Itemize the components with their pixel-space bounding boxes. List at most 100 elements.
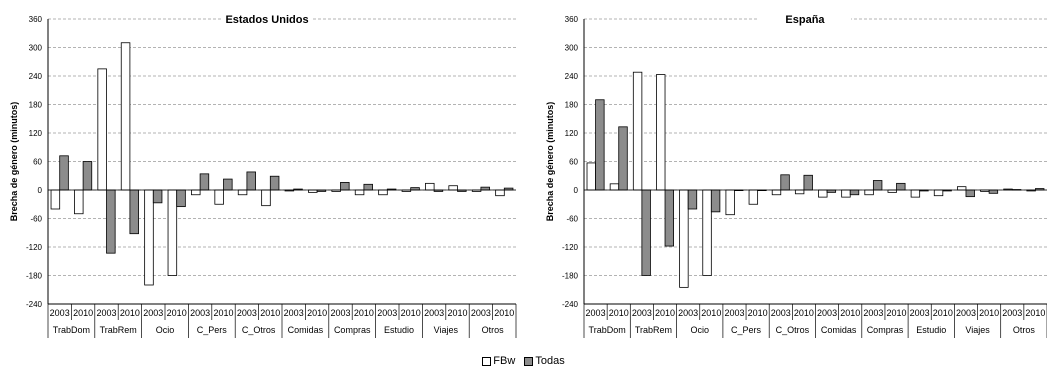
y-tick-label: -60 <box>566 215 578 224</box>
y-tick-label: 60 <box>569 158 578 167</box>
bar-todas <box>641 189 651 276</box>
bar-fbw <box>632 71 643 191</box>
year-tick-label: 2003 <box>424 308 444 318</box>
bar-todas <box>59 155 69 191</box>
bar-fbw <box>656 74 666 191</box>
year-tick-label: 2010 <box>794 308 814 318</box>
bar-fbw <box>237 189 248 196</box>
bar-fbw <box>50 189 61 210</box>
category-tick-label: Comidas <box>288 325 324 335</box>
bar-todas <box>269 175 280 191</box>
y-tick-label: 60 <box>33 158 42 167</box>
year-tick-label: 2010 <box>120 308 140 318</box>
bar-fbw <box>191 189 201 196</box>
year-tick-label: 2003 <box>771 308 791 318</box>
category-tick-label: TrabRem <box>100 325 137 335</box>
bar-todas <box>618 126 628 191</box>
year-tick-label: 2010 <box>748 308 768 318</box>
y-tick-label: 180 <box>565 101 579 110</box>
bar-todas <box>223 178 233 191</box>
year-tick-label: 2010 <box>701 308 721 318</box>
category-tick-label: Estudio <box>916 325 946 335</box>
y-tick-label: -180 <box>26 272 43 281</box>
year-tick-label: 2010 <box>1025 308 1045 318</box>
year-tick-label: 2003 <box>284 308 304 318</box>
category-tick-label: C_Pers <box>197 325 228 335</box>
year-tick-label: 2010 <box>354 308 374 318</box>
category-tick-label: C_Pers <box>731 325 762 335</box>
chart-title: Estados Unidos <box>225 14 308 26</box>
bar-fbw <box>144 189 154 286</box>
legend-swatch-todas <box>524 356 534 366</box>
y-tick-label: -240 <box>26 300 43 309</box>
bar-todas <box>199 173 210 191</box>
y-tick-label: 240 <box>565 72 579 81</box>
bar-fbw <box>495 189 505 197</box>
bar-fbw <box>957 186 967 191</box>
bar-todas <box>988 189 999 194</box>
y-tick-label: 0 <box>38 186 43 195</box>
bar-fbw <box>933 189 944 197</box>
category-tick-label: TrabDom <box>53 325 90 335</box>
legend-label-todas: Todas <box>535 355 565 367</box>
year-tick-label: 2003 <box>1002 308 1022 318</box>
chart-title: España <box>785 14 825 26</box>
bar-todas <box>595 99 605 191</box>
bar-todas <box>363 183 373 191</box>
bar-fbw <box>167 189 178 276</box>
year-tick-label: 2003 <box>50 308 70 318</box>
bar-todas <box>82 161 93 191</box>
bar-fbw <box>910 189 921 198</box>
year-tick-label: 2003 <box>330 308 350 318</box>
y-tick-label: -180 <box>562 272 579 281</box>
bar-fbw <box>214 189 224 205</box>
y-tick-label: 300 <box>565 44 579 53</box>
year-tick-label: 2010 <box>401 308 421 318</box>
year-tick-label: 2010 <box>979 308 999 318</box>
title-backdrop <box>221 11 313 25</box>
bar-fbw <box>702 189 712 276</box>
y-tick-label: -60 <box>30 215 42 224</box>
legend-swatch-fbw <box>482 356 492 366</box>
category-tick-label: TrabRem <box>635 325 672 335</box>
year-tick-label: 2010 <box>887 308 907 318</box>
category-tick-label: Viajes <box>965 325 990 335</box>
charts-svg: -240 -180 -120 -60 0 60 120 180 240 300 360 Brecha … <box>9 11 1047 338</box>
y-tick-label: 240 <box>29 72 43 81</box>
category-tick-label: Otros <box>482 325 505 335</box>
y-tick-label: 120 <box>29 129 43 138</box>
y-tick-label: 360 <box>565 15 579 24</box>
year-tick-label: 2003 <box>956 308 976 318</box>
y-tick-label: -120 <box>562 243 579 252</box>
bar-todas <box>896 182 906 191</box>
category-tick-label: Compras <box>867 325 904 335</box>
category-tick-label: Ocio <box>156 325 175 335</box>
legend-item-fbw: FBw <box>482 355 515 367</box>
year-tick-label: 2003 <box>586 308 606 318</box>
bar-todas <box>780 174 790 191</box>
bar-todas <box>480 186 490 191</box>
category-tick-label: Viajes <box>434 325 459 335</box>
category-tick-label: C_Otros <box>242 325 276 335</box>
bar-todas <box>803 174 813 191</box>
category-tick-label: TrabDom <box>589 325 626 335</box>
y-tick-label: 180 <box>29 101 43 110</box>
bar-fbw <box>74 189 84 215</box>
year-tick-label: 2003 <box>377 308 397 318</box>
year-tick-label: 2010 <box>213 308 233 318</box>
bar-fbw <box>771 189 782 196</box>
y-tick-label: 120 <box>565 129 579 138</box>
year-tick-label: 2003 <box>237 308 257 318</box>
year-tick-label: 2010 <box>73 308 93 318</box>
bar-fbw <box>609 183 620 191</box>
year-tick-label: 2003 <box>143 308 163 318</box>
y-tick-label: 360 <box>29 15 43 24</box>
bar-todas <box>687 189 698 210</box>
year-tick-label: 2010 <box>933 308 953 318</box>
bar-fbw <box>748 189 759 205</box>
y-axis-label: Brecha de género (minutos) <box>545 102 555 222</box>
year-tick-label: 2010 <box>307 308 327 318</box>
bar-fbw <box>354 189 365 196</box>
bar-fbw <box>818 189 828 198</box>
